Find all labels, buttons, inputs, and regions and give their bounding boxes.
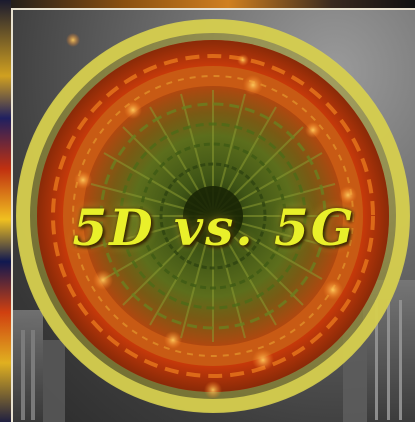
glowing-sparks xyxy=(66,33,357,399)
fractal-mandala-graphic xyxy=(13,19,415,422)
fractal-artwork: 5D vs. 5G xyxy=(11,8,415,422)
city-skyline-left xyxy=(13,310,65,422)
headline-text: 5D vs. 5G xyxy=(72,198,356,257)
left-color-strip xyxy=(0,0,11,422)
top-color-strip xyxy=(0,0,415,8)
